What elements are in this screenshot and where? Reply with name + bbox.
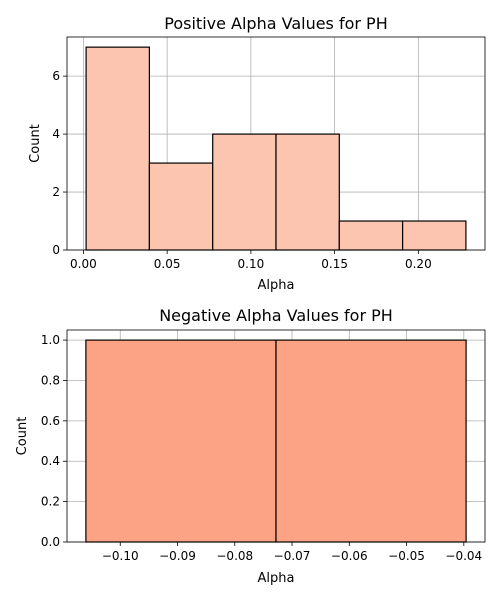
x-tick-label: 0.05 — [154, 257, 181, 271]
histogram-bar — [275, 339, 467, 543]
x-tick-label: 0.20 — [405, 257, 432, 271]
y-tick-label: 0.6 — [41, 414, 60, 428]
histogram-bar — [85, 46, 150, 251]
x-axis-label: Alpha — [258, 571, 295, 586]
y-axis-label: Count — [28, 124, 43, 163]
chart-title: Negative Alpha Values for PH — [159, 306, 393, 325]
axes-frame — [66, 329, 486, 543]
y-tick-label: 6 — [52, 69, 60, 83]
x-tick-label: −0.05 — [388, 549, 425, 563]
x-tick-label: −0.09 — [159, 549, 196, 563]
chart-title: Positive Alpha Values for PH — [164, 14, 387, 33]
histogram-bar — [148, 162, 214, 251]
x-tick-label: −0.06 — [331, 549, 368, 563]
y-tick-label: 0.0 — [41, 535, 60, 549]
x-tick-label: −0.10 — [102, 549, 139, 563]
y-tick-label: 4 — [52, 127, 60, 141]
histogram-bar — [85, 339, 277, 543]
histogram-bar — [275, 133, 340, 251]
axes-frame — [66, 36, 486, 251]
y-tick-label: 0 — [52, 243, 60, 257]
y-tick-label: 2 — [52, 185, 60, 199]
histogram-bar — [402, 220, 467, 251]
x-tick-label: 0.10 — [238, 257, 265, 271]
x-tick-label: −0.08 — [216, 549, 253, 563]
histogram-bar — [338, 220, 404, 251]
subplot-2: −0.10 −0.09 −0.08 −0.07 −0.06 −0.05 −0.04 0.0 0.… — [15, 306, 486, 586]
x-axis-label: Alpha — [258, 278, 295, 293]
histogram-bar — [212, 133, 277, 251]
y-tick-label: 1.0 — [41, 333, 60, 347]
x-tick-label: −0.04 — [445, 549, 482, 563]
y-tick-label: 0.2 — [41, 495, 60, 509]
x-tick-label: 0.00 — [70, 257, 97, 271]
x-tick-label: 0.15 — [321, 257, 348, 271]
subplot-1: 0.00 0.05 0.10 0.15 0.20 0 2 4 6 Positive Alpha V… — [28, 14, 486, 293]
y-tick-label: 0.8 — [41, 373, 60, 387]
y-axis-label: Count — [15, 417, 30, 456]
x-tick-label: −0.07 — [274, 549, 311, 563]
y-tick-label: 0.4 — [41, 454, 60, 468]
